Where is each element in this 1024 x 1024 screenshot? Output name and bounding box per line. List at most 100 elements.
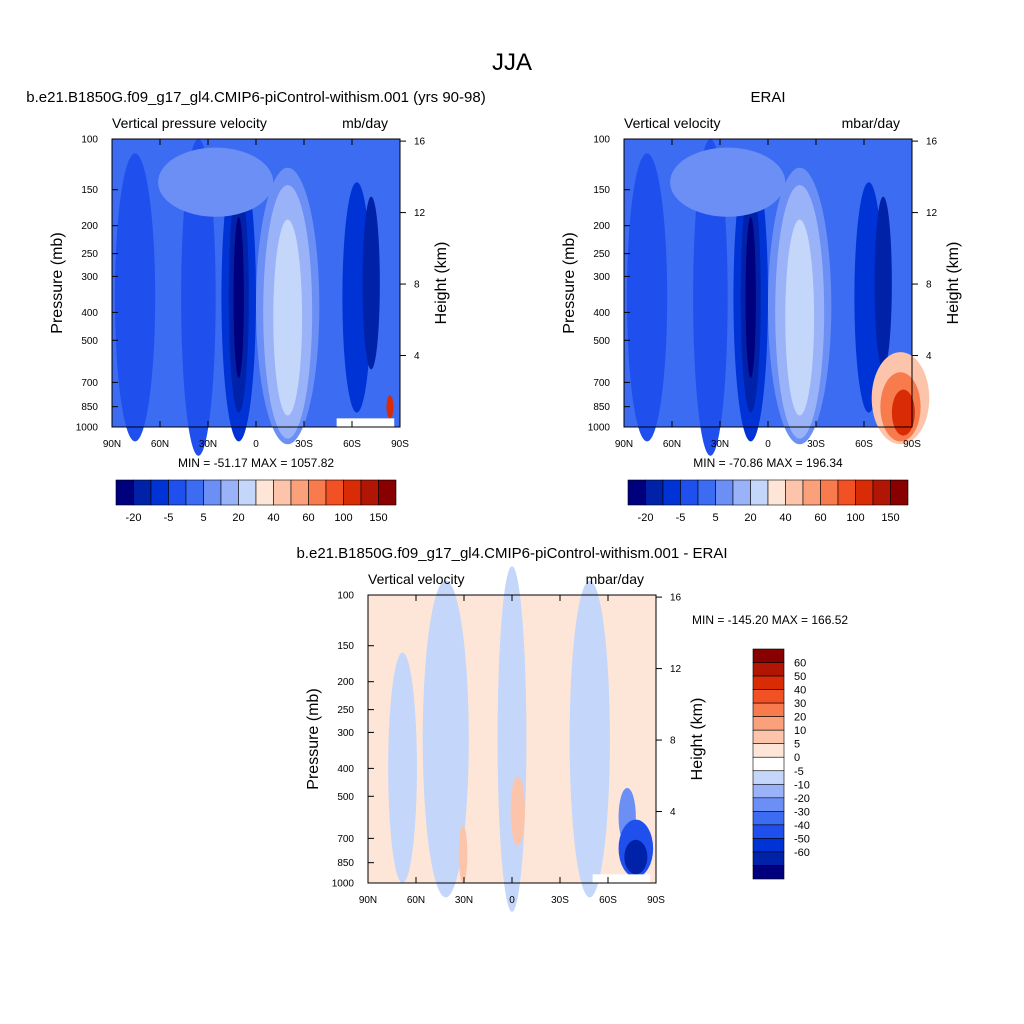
- colorbar-label: -5: [794, 766, 804, 778]
- colorbar-label: 40: [779, 512, 791, 524]
- field-contour: [785, 219, 815, 416]
- x-tick-label: 90S: [647, 895, 665, 906]
- colorbar-label: 10: [794, 725, 806, 737]
- colorbar-label: 5: [794, 739, 800, 751]
- subtitle-right: mbar/day: [586, 571, 644, 587]
- colorbar-label: 40: [267, 512, 279, 524]
- stats-label: MIN = -70.86 MAX = 196.34: [693, 456, 843, 470]
- subtitle-left: Vertical pressure velocity: [112, 115, 267, 131]
- field-contour: [458, 825, 468, 883]
- stats-label: MIN = -145.20 MAX = 166.52: [692, 613, 848, 627]
- y-tick-label: 400: [337, 764, 354, 775]
- field-contour: [422, 580, 469, 898]
- colorbar-box: [185, 479, 204, 506]
- y-tick-label: 250: [593, 249, 610, 260]
- colorbar-label: -40: [794, 820, 810, 832]
- field-contour: [693, 139, 728, 456]
- y-tick-label: 500: [337, 792, 354, 803]
- x-tick-label: 60N: [151, 439, 169, 450]
- subtitle-left: Vertical velocity: [368, 571, 464, 587]
- colorbar-label: 50: [794, 671, 806, 683]
- x-tick-label: 60S: [343, 439, 361, 450]
- y-tick-label: 700: [81, 378, 98, 389]
- y-tick-label: 700: [337, 834, 354, 845]
- colorbar-label: 20: [794, 712, 806, 724]
- colorbar-label: 0: [794, 752, 800, 764]
- y-tick-label: 1000: [332, 879, 355, 890]
- y-right-tick-label: 8: [670, 736, 676, 747]
- y-right-tick-label: 4: [926, 351, 932, 362]
- colorbar-box: [750, 479, 769, 506]
- colorbar-box: [752, 702, 785, 717]
- y-right-axis-label: Height (km): [945, 242, 962, 325]
- colorbar-box: [255, 479, 274, 506]
- colorbar-box: [820, 479, 839, 506]
- colorbar-box: [752, 662, 785, 677]
- colorbar-box: [168, 479, 187, 506]
- field-contour: [233, 216, 244, 379]
- colorbar-box: [752, 838, 785, 853]
- x-tick-label: 30S: [807, 439, 825, 450]
- y-right-tick-label: 8: [926, 280, 932, 291]
- y-right-tick-label: 12: [670, 664, 682, 675]
- colorbar-box: [752, 824, 785, 839]
- x-tick-label: 30N: [199, 439, 217, 450]
- x-tick-label: 90N: [103, 439, 121, 450]
- colorbar-box: [133, 479, 152, 506]
- colorbar-box: [203, 479, 222, 506]
- colorbar-box: [752, 729, 785, 745]
- y-tick-label: 250: [337, 705, 354, 716]
- colorbar-box: [752, 689, 785, 704]
- x-tick-label: 60S: [855, 439, 873, 450]
- y-tick-label: 700: [593, 378, 610, 389]
- colorbar-box: [752, 797, 785, 812]
- colorbar-box: [752, 675, 785, 690]
- x-tick-label: 60N: [663, 439, 681, 450]
- panel-title: b.e21.B1850G.f09_g17_gl4.CMIP6-piControl…: [26, 89, 485, 106]
- colorbar-box: [752, 743, 785, 758]
- y-tick-label: 1000: [588, 423, 611, 434]
- y-right-tick-label: 12: [926, 208, 938, 219]
- colorbar-box: [752, 716, 785, 731]
- colorbar-label: 60: [302, 512, 314, 524]
- y-tick-label: 500: [593, 336, 610, 347]
- colorbar-box: [290, 479, 309, 506]
- field-contour: [181, 139, 216, 456]
- y-tick-label: 850: [593, 402, 610, 413]
- colorbar-label: 20: [232, 512, 244, 524]
- x-tick-label: 60S: [599, 895, 617, 906]
- x-tick-label: 90S: [903, 439, 921, 450]
- y-right-tick-label: 4: [670, 807, 676, 818]
- field-contour: [510, 776, 525, 846]
- y-tick-label: 850: [81, 402, 98, 413]
- colorbar-box: [802, 479, 821, 506]
- y-right-axis-label: Height (km): [689, 698, 706, 781]
- colorbar-box: [752, 756, 785, 772]
- colorbar-box: [872, 479, 891, 506]
- colorbar-box: [273, 479, 292, 506]
- subtitle-left: Vertical velocity: [624, 115, 720, 131]
- colorbar-box: [837, 479, 856, 506]
- colorbar-box: [680, 479, 699, 506]
- x-tick-label: 30N: [455, 895, 473, 906]
- y-right-tick-label: 12: [414, 208, 426, 219]
- x-tick-label: 0: [253, 439, 259, 450]
- colorbar-box: [662, 479, 681, 506]
- colorbar-label: 150: [369, 512, 387, 524]
- y-axis-label: Pressure (mb): [49, 232, 66, 333]
- colorbar-box: [752, 865, 785, 880]
- y-tick-label: 200: [593, 221, 610, 232]
- y-tick-label: 300: [81, 272, 98, 283]
- y-tick-label: 100: [337, 591, 354, 602]
- field-contour: [745, 216, 756, 379]
- colorbar-label: 100: [846, 512, 864, 524]
- x-tick-label: 30N: [711, 439, 729, 450]
- missing-data: [592, 874, 651, 883]
- colorbar-box: [378, 479, 397, 506]
- colorbar: -20 -5 5 20 40 60 100 150: [627, 479, 909, 524]
- y-right-tick-label: 16: [670, 593, 682, 604]
- panels: b.e21.B1850G.f09_g17_gl4.CMIP6-piControl…: [26, 89, 962, 912]
- field-contour: [362, 196, 380, 370]
- y-tick-label: 150: [81, 185, 98, 196]
